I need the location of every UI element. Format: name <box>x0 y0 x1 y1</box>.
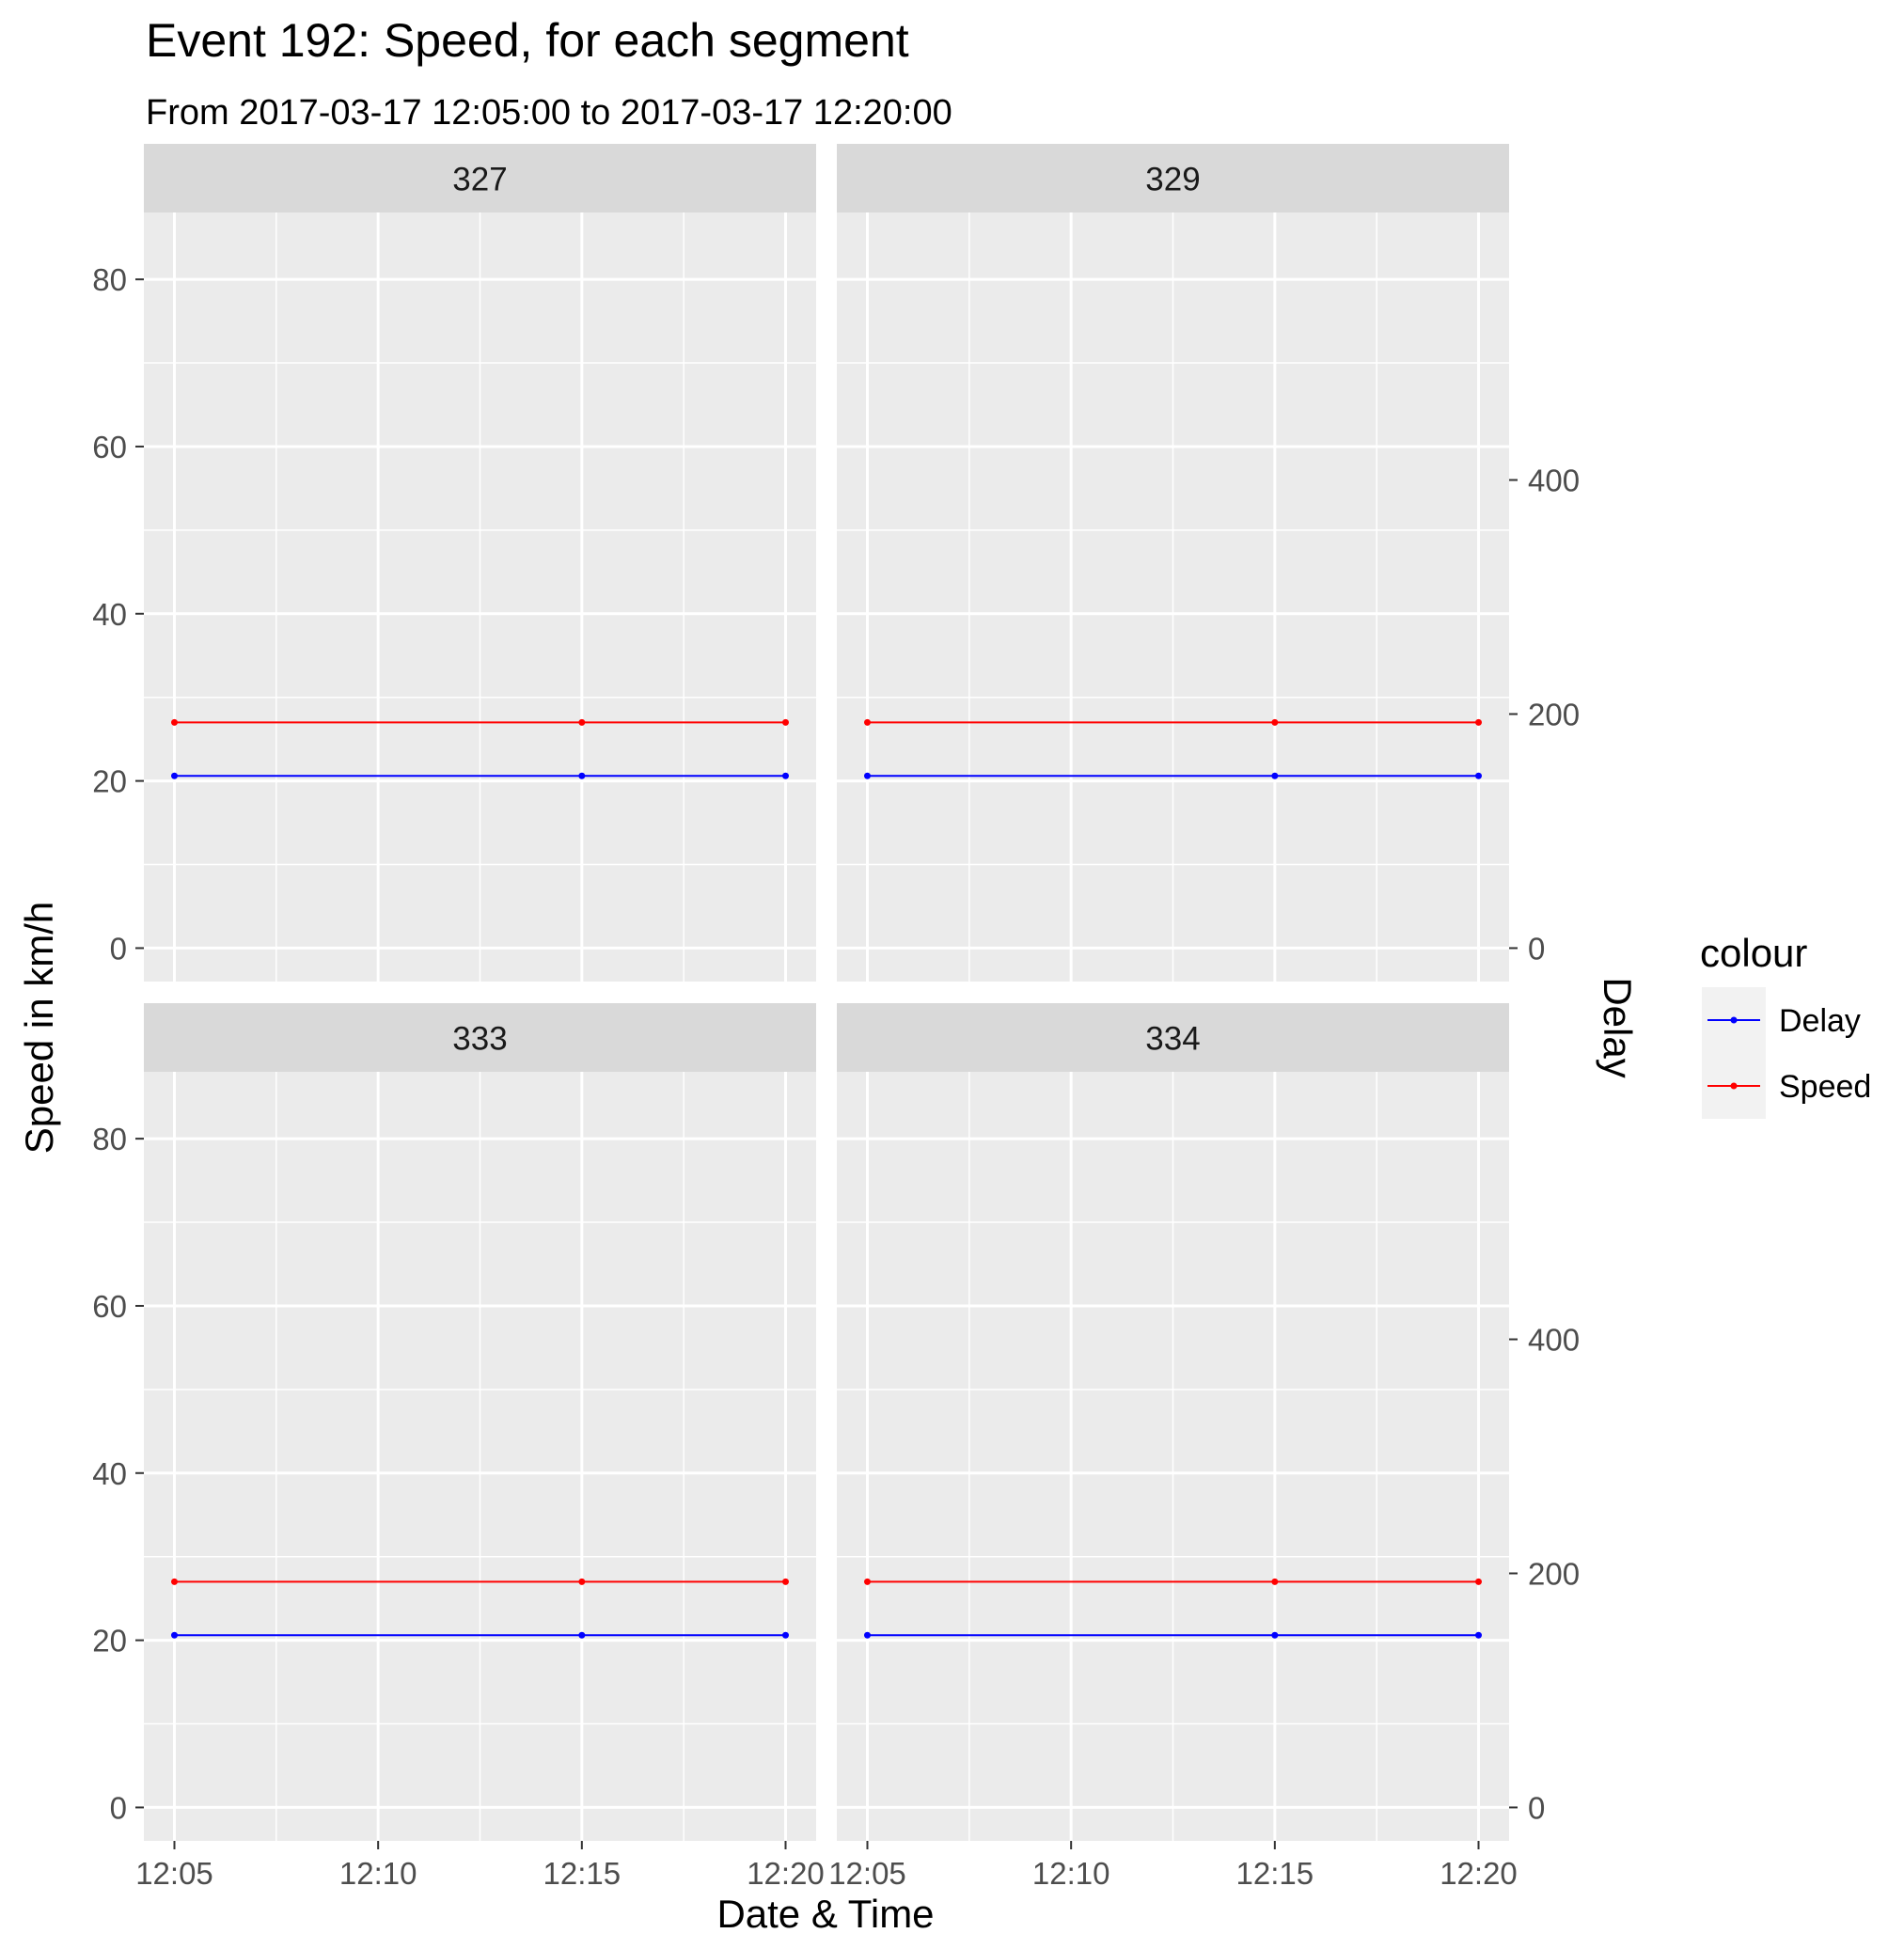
y2-axis-label: Delay <box>1596 977 1640 1077</box>
y-axis-label: Speed in km/h <box>17 902 61 1155</box>
data-point-delay <box>1475 772 1482 779</box>
y-tick-label: 40 <box>92 597 127 632</box>
data-point-speed <box>864 718 871 726</box>
data-point-delay <box>782 1631 789 1639</box>
data-point-speed <box>1475 718 1482 726</box>
data-point-speed <box>1271 718 1279 726</box>
data-point-speed <box>171 1578 178 1585</box>
x-tick-label: 12:10 <box>1032 1856 1110 1891</box>
y-tick-label: 60 <box>92 1289 127 1324</box>
y-tick-label: 80 <box>92 262 127 297</box>
data-point-speed <box>782 718 789 726</box>
data-point-speed <box>578 718 586 726</box>
data-point-speed <box>782 1578 789 1585</box>
data-point-delay <box>171 772 178 779</box>
y-tick-label: 20 <box>92 764 127 799</box>
legend-label: Speed <box>1779 1069 1871 1105</box>
facet-strip <box>837 144 1509 212</box>
facet-strip <box>144 1003 816 1072</box>
x-axis-label: Date & Time <box>716 1892 934 1936</box>
facet-strip <box>144 144 816 212</box>
data-point-speed <box>171 718 178 726</box>
data-point-delay <box>1475 1631 1482 1639</box>
data-point-delay <box>578 772 586 779</box>
y-tick-label: 60 <box>92 430 127 464</box>
x-tick-label: 12:20 <box>747 1856 825 1891</box>
y2-tick-label: 0 <box>1528 931 1545 966</box>
data-point-speed <box>578 1578 586 1585</box>
y-tick-label: 40 <box>92 1456 127 1491</box>
x-tick-label: 12:15 <box>1236 1856 1314 1891</box>
chart-title: Event 192: Speed, for each segment <box>146 14 909 67</box>
facet-label: 333 <box>452 1021 507 1058</box>
chart-subtitle: From 2017-03-17 12:05:00 to 2017-03-17 1… <box>146 93 952 133</box>
legend-point-speed <box>1730 1082 1738 1090</box>
y2-tick-label: 400 <box>1528 1323 1580 1358</box>
y-tick-label: 0 <box>110 931 127 966</box>
y-tick-label: 0 <box>110 1790 127 1825</box>
data-point-delay <box>578 1631 586 1639</box>
y2-tick-label: 400 <box>1528 464 1580 498</box>
x-tick-label: 12:10 <box>339 1856 417 1891</box>
data-point-delay <box>1271 1631 1279 1639</box>
data-point-speed <box>864 1578 871 1585</box>
y2-tick-label: 200 <box>1528 1556 1580 1591</box>
y-tick-label: 80 <box>92 1122 127 1156</box>
x-tick-label: 12:05 <box>135 1856 213 1891</box>
legend-title: colour <box>1700 931 1807 975</box>
legend-point-delay <box>1730 1016 1738 1024</box>
x-tick-label: 12:15 <box>543 1856 622 1891</box>
y2-tick-label: 0 <box>1528 1790 1545 1825</box>
data-point-delay <box>782 772 789 779</box>
legend: Delay Speed <box>1702 987 1871 1119</box>
x-tick-label: 12:05 <box>828 1856 906 1891</box>
y2-tick-label: 200 <box>1528 697 1580 731</box>
facet-label: 329 <box>1145 162 1200 198</box>
facet-strip <box>837 1003 1509 1072</box>
data-point-speed <box>1475 1578 1482 1585</box>
facet-label: 327 <box>452 162 507 198</box>
facet-label: 334 <box>1145 1021 1200 1058</box>
x-tick-label: 12:20 <box>1440 1856 1518 1891</box>
data-point-delay <box>1271 772 1279 779</box>
data-point-delay <box>171 1631 178 1639</box>
data-point-speed <box>1271 1578 1279 1585</box>
y-tick-label: 20 <box>92 1624 127 1658</box>
legend-label: Delay <box>1779 1003 1861 1039</box>
data-point-delay <box>864 772 871 779</box>
data-point-delay <box>864 1631 871 1639</box>
